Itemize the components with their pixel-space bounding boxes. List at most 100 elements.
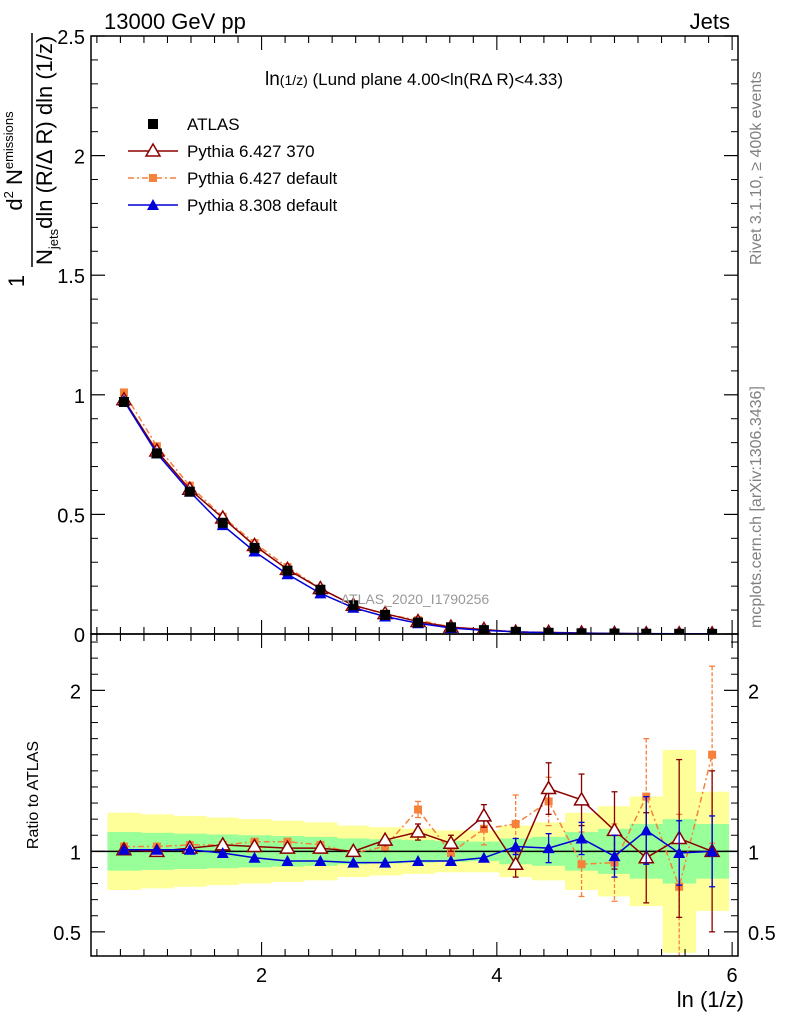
point-atlas	[348, 600, 359, 611]
y-label-num-d: d	[2, 198, 27, 210]
ratio-point-p6_default	[708, 750, 717, 759]
y-label-den-end: R) dln (1/z)	[32, 36, 57, 151]
legend-marker-p8	[147, 199, 159, 210]
ratio-point-p8	[281, 855, 294, 867]
main-ytick-label: 2.5	[57, 27, 85, 49]
ratio-point-p6_default	[414, 805, 423, 814]
header-right: Jets	[690, 9, 730, 34]
y-label-one: 1	[4, 275, 29, 287]
ratio-point-p6_370	[475, 807, 493, 822]
y-label-den-sub: jets	[46, 228, 61, 250]
point-atlas	[609, 628, 620, 634]
point-atlas	[510, 626, 521, 634]
main-ytick-label: 0.5	[57, 505, 85, 527]
ratio-point-p8	[640, 824, 653, 836]
point-atlas	[184, 486, 195, 497]
y-label-numerator: d2 Nemissions	[1, 111, 27, 211]
point-atlas	[445, 622, 456, 633]
main-ticks: 0 0.5 1 1.5 2 2.5	[57, 27, 738, 647]
ratio-point-p8	[216, 846, 229, 858]
ratio-point-p8	[117, 843, 130, 855]
ratio-point-p8	[314, 855, 327, 867]
ratio-plot: 0.5 0.5 1 1 2 2 2 4 6	[53, 633, 776, 987]
point-atlas	[380, 609, 391, 620]
main-ytick-label: 1.5	[57, 266, 85, 288]
point-atlas	[576, 628, 587, 634]
ratio-point-p8	[248, 851, 261, 863]
legend-label-atlas: ATLAS	[187, 115, 240, 134]
ratio-point-p8	[542, 842, 555, 854]
y-label-num-exp: 2	[1, 191, 16, 198]
legend-marker-p6_370	[144, 142, 162, 157]
ratio-point-p6_370	[442, 834, 460, 850]
ratio-point-p8	[673, 846, 686, 858]
main-ytick-label: 1	[74, 386, 85, 408]
mcplots-label: mcplots.cern.ch [arXiv:1306.3436]	[748, 386, 765, 628]
point-atlas	[315, 584, 326, 595]
ratio-point-p6_370	[573, 791, 590, 806]
legend-item-p6_370: Pythia 6.427 370	[128, 142, 315, 161]
ratio-point-p6_default	[479, 824, 488, 833]
legend-label-p6_default: Pythia 6.427 default	[187, 169, 338, 188]
watermark: ATLAS_2020_I1790256	[341, 591, 490, 607]
ratio-series-layer	[115, 665, 721, 956]
ratio-point-p6_370	[507, 855, 524, 870]
ratio-point-p6_default	[511, 819, 520, 828]
main-plot: 0 0.5 1 1.5 2 2.5 ATLAS_2020_I1790256 ln(1/z)…	[57, 27, 739, 647]
y-label-den-N: N	[32, 249, 57, 265]
point-atlas	[217, 517, 228, 528]
ratio-point-p8	[509, 840, 522, 852]
xtick-label: 2	[256, 965, 267, 987]
ratio-point-p6_370	[540, 780, 557, 795]
y-label-denominator: Njetsdln (R/Δ R) dln (1/z)	[32, 36, 61, 265]
legend-item-p8: Pythia 8.308 default	[128, 196, 338, 215]
series-atlas	[118, 396, 718, 634]
ratio-y-axis-label: Ratio to ATLAS	[25, 741, 42, 849]
ratio-point-p8	[477, 851, 490, 863]
ratio-series-p6_370	[115, 758, 721, 933]
y-label-num-N: N	[2, 169, 27, 191]
ratio-ytick-label-right: 1	[748, 842, 759, 864]
ratio-point-p8	[575, 832, 588, 844]
plot-title-sub: (1/z)	[280, 72, 308, 88]
plot-title-delta: Δ	[481, 70, 492, 89]
ratio-ytick-label: 2	[70, 681, 81, 703]
ratio-ytick-label-right: 2	[748, 681, 759, 703]
ratio-point-p6_default	[577, 860, 586, 869]
ratio-point-p6_default	[446, 848, 455, 857]
legend-item-atlas: ATLAS	[148, 115, 240, 134]
point-atlas	[543, 627, 554, 634]
main-ytick-label: 0	[74, 625, 85, 647]
point-atlas	[674, 628, 685, 634]
ratio-point-p6_370	[345, 842, 362, 858]
ratio-point-p8	[183, 843, 196, 855]
point-atlas	[641, 628, 652, 634]
ratio-point-p8	[150, 843, 163, 855]
ratio-point-p6_370	[376, 831, 394, 846]
point-atlas	[118, 396, 129, 407]
ratio-point-p8	[444, 855, 457, 867]
point-atlas	[282, 565, 293, 576]
legend-marker-atlas	[148, 119, 158, 129]
legend-label-p8: Pythia 8.308 default	[187, 196, 338, 215]
legend: ATLAS Pythia 6.427 370 Pythia 6.427 defaul…	[128, 115, 338, 215]
ratio-point-p6_370	[279, 839, 296, 854]
ratio-plot-frame	[90, 633, 739, 957]
ratio-point-p6_370	[409, 823, 427, 838]
ratio-ytick-label-right: 0.5	[748, 923, 776, 945]
ratio-ytick-label: 0.5	[53, 923, 81, 945]
y-label-num-sub: emissions	[1, 111, 16, 169]
header-left: 13000 GeV pp	[104, 9, 246, 34]
main-ytick-label: 2	[74, 147, 85, 169]
point-atlas	[707, 628, 718, 634]
ratio-ticks: 0.5 0.5 1 1 2 2 2 4 6	[53, 634, 776, 987]
xtick-label: 4	[491, 965, 502, 987]
x-axis-label: ln (1/z)	[677, 987, 744, 1012]
point-atlas	[413, 617, 424, 628]
plot-title: ln(1/z) (Lund plane 4.00<ln(RΔ R)<4.33)	[265, 69, 563, 90]
plot-title-end: R)<4.33)	[492, 70, 563, 89]
ratio-point-p6_370	[246, 838, 263, 853]
ratio-point-p8	[608, 850, 621, 862]
point-atlas	[249, 542, 260, 553]
